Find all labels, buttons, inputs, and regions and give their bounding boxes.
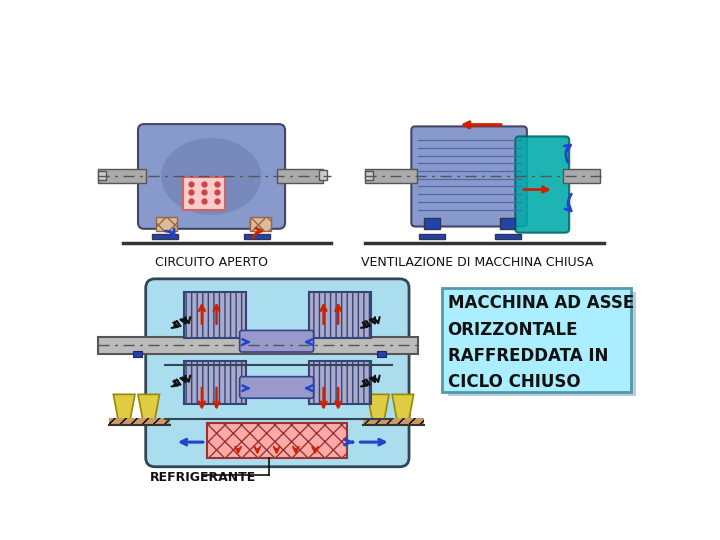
Text: MACCHINA AD ASSE
ORIZZONTALE
RAFFREDDATA IN
CICLO CHIUSO: MACCHINA AD ASSE ORIZZONTALE RAFFREDDATA… [448, 294, 634, 392]
Bar [377, 351, 386, 357]
Bar [98, 171, 106, 180]
FancyBboxPatch shape [145, 279, 409, 467]
Bar [152, 234, 178, 239]
Bar [309, 361, 371, 403]
Bar [500, 218, 516, 229]
Bar [250, 218, 265, 229]
Text: VENTILAZIONE DI MACCHINA CHIUSA: VENTILAZIONE DI MACCHINA CHIUSA [361, 256, 593, 269]
Bar [207, 423, 348, 457]
Bar [425, 218, 440, 229]
Bar [319, 170, 327, 179]
Bar [363, 418, 425, 425]
Bar [183, 177, 225, 210]
Bar [157, 218, 173, 229]
Polygon shape [367, 394, 389, 419]
Polygon shape [138, 394, 160, 419]
Bar [365, 171, 373, 180]
Bar [98, 336, 418, 354]
FancyBboxPatch shape [138, 124, 285, 229]
Bar [132, 351, 142, 357]
FancyBboxPatch shape [442, 288, 631, 392]
Bar [250, 217, 271, 231]
FancyBboxPatch shape [240, 377, 314, 398]
Polygon shape [392, 394, 414, 419]
FancyBboxPatch shape [411, 126, 527, 226]
FancyBboxPatch shape [516, 137, 570, 233]
Text: REFRIGERANTE: REFRIGERANTE [150, 471, 256, 484]
Bar [309, 292, 371, 338]
Bar [276, 168, 323, 183]
Polygon shape [113, 394, 135, 419]
Bar [244, 234, 271, 239]
Bar [495, 234, 521, 239]
Bar [98, 168, 145, 183]
Bar [419, 234, 445, 239]
Bar [184, 292, 246, 338]
Bar [365, 168, 417, 183]
Bar [184, 361, 246, 403]
Bar [156, 217, 177, 231]
Text: CIRCUITO APERTO: CIRCUITO APERTO [155, 256, 268, 269]
Bar [109, 418, 171, 425]
FancyBboxPatch shape [240, 330, 314, 352]
Bar [563, 168, 600, 183]
FancyBboxPatch shape [448, 292, 636, 396]
Ellipse shape [161, 138, 261, 215]
